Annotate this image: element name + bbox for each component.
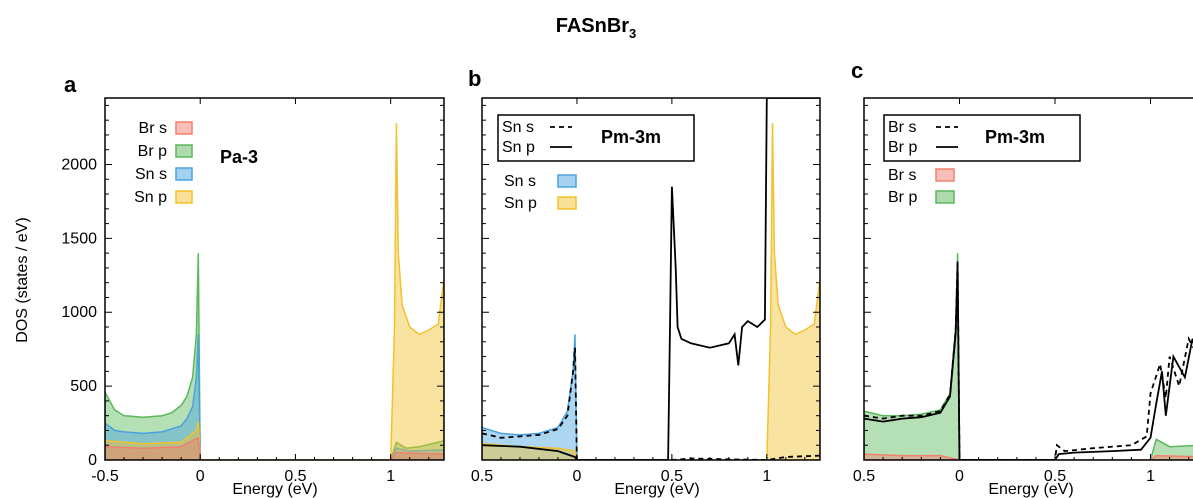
panel-b-legend-swatch-sn-s bbox=[557, 174, 577, 188]
panel-a-area-br-s bbox=[105, 436, 444, 460]
figure-title-main: FASnBr bbox=[556, 15, 630, 37]
panel-b-legend-label-sn-p: Sn p bbox=[504, 195, 537, 212]
panel-c-xtick-label: 0.5 bbox=[1044, 468, 1066, 485]
panel-c: 0.5 0 0.5 1 Energy (eV) Pm-3m Br sBr pBr sB… bbox=[853, 97, 1193, 498]
panel-b-xtick-label: 0.5 bbox=[471, 468, 493, 485]
panel-b-line-legend-box bbox=[497, 114, 695, 162]
panel-c-legend-swatch-br-p bbox=[935, 190, 955, 204]
panel-c-xtick-label: 1 bbox=[1146, 468, 1155, 485]
panel-c-legend-swatch-br-s bbox=[935, 168, 955, 182]
panel-b-legend: Sn s Sn p Sn s Sn p bbox=[502, 119, 577, 212]
panel-c-marks bbox=[864, 253, 1193, 460]
panel-c-line-br-p-solid bbox=[864, 267, 1193, 460]
panel-a-xtick-label: 1 bbox=[386, 468, 395, 485]
panel-a-area-sn-p bbox=[105, 123, 444, 460]
panel-a-marks bbox=[105, 123, 444, 460]
panel-a-legend-swatch-br-p bbox=[175, 144, 193, 158]
panel-c-xtick-label: 0.5 bbox=[853, 468, 875, 485]
panel-c-legend-label-br-s: Br s bbox=[888, 167, 916, 184]
panel-b-area-sn-p bbox=[482, 123, 820, 460]
panel-c-line-legend-label-br-s: Br s bbox=[888, 119, 916, 136]
panel-a-legend-label-sn-s: Sn s bbox=[135, 166, 167, 183]
panel-a-legend-label-br-p: Br p bbox=[138, 143, 167, 160]
panel-b-line-legend-label-sn-p: Sn p bbox=[502, 139, 535, 156]
panel-b-space-group: Pm-3m bbox=[601, 127, 661, 147]
panel-b: 0.5 0 0.5 1 Energy (eV) Pm-3m Sn sSn pSn sS… bbox=[471, 97, 821, 498]
panel-b-xlabel: Energy (eV) bbox=[614, 481, 699, 498]
panel-a-legend-label-sn-p: Sn p bbox=[134, 189, 167, 206]
panel-a-legend-swatch-sn-p bbox=[175, 190, 193, 204]
panel-b-xtick-label: 0.5 bbox=[661, 468, 683, 485]
panel-c-frame bbox=[863, 97, 1193, 461]
panel-a-ytick-label: 500 bbox=[70, 378, 97, 395]
panel-c-xlabel: Energy (eV) bbox=[988, 481, 1073, 498]
panel-c-legend: Br s Br p Br s Br p bbox=[888, 119, 958, 206]
panel-b-letter: b bbox=[468, 66, 481, 91]
panel-c-legend-label-br-p: Br p bbox=[888, 189, 917, 206]
panel-c-line-legend-label-br-p: Br p bbox=[888, 139, 917, 156]
panel-a-area-br-p bbox=[105, 253, 444, 460]
panel-c-space-group: Pm-3m bbox=[985, 127, 1045, 147]
panel-a-space-group: Pa-3 bbox=[220, 147, 258, 167]
panel-a-xlabel: Energy (eV) bbox=[232, 481, 317, 498]
panel-a-legend-swatch-sn-s bbox=[175, 167, 193, 181]
figure-title-subscript: 3 bbox=[629, 26, 636, 41]
panel-a-xtick-label: 0.5 bbox=[284, 468, 306, 485]
panel-b-xtick-label: 1 bbox=[762, 468, 771, 485]
panel-c-area-br-s bbox=[864, 453, 1193, 460]
panel-a-area-sn-s bbox=[105, 334, 444, 460]
panel-c-ticks: 0.5 0 0.5 1 bbox=[853, 98, 1190, 485]
panel-a-ytick-label: 0 bbox=[88, 452, 97, 469]
panel-b-line-legend-label-sn-s: Sn s bbox=[502, 119, 534, 136]
panel-b-legend-swatch-sn-p bbox=[557, 196, 577, 210]
panel-a-legend-swatch-br-s bbox=[175, 121, 193, 135]
panel-a-xtick-label: -0.5 bbox=[91, 468, 119, 485]
panel-b-xtick-label: 0 bbox=[572, 468, 581, 485]
panel-b-frame bbox=[481, 97, 821, 461]
panel-a-ytick-label: 1000 bbox=[61, 304, 97, 321]
panel-a-legend: Br s Br p Sn s Sn p bbox=[134, 120, 193, 206]
panel-c-xtick-label: 0 bbox=[955, 468, 964, 485]
panel-a-ytick-label: 2000 bbox=[61, 156, 97, 173]
panel-a-xtick-label: 0 bbox=[196, 468, 205, 485]
panel-c-area-br-p bbox=[864, 253, 1193, 460]
panel-a-legend-label-br-s: Br s bbox=[139, 120, 167, 137]
panel-b-ticks: 0.5 0 0.5 1 bbox=[471, 98, 820, 485]
panel-c-letter: c bbox=[851, 58, 863, 83]
figure-title: FASnBr3 bbox=[556, 15, 637, 41]
panel-b-legend-label-sn-s: Sn s bbox=[504, 173, 536, 190]
panel-a-frame bbox=[104, 97, 445, 461]
panel-b-area-sn-s bbox=[482, 334, 578, 460]
y-axis-label: DOS (states / eV) bbox=[14, 217, 31, 342]
panel-c-line-legend-box bbox=[883, 114, 1081, 162]
panel-a-ytick-label: 1500 bbox=[61, 230, 97, 247]
panel-a-letter: a bbox=[64, 72, 77, 97]
